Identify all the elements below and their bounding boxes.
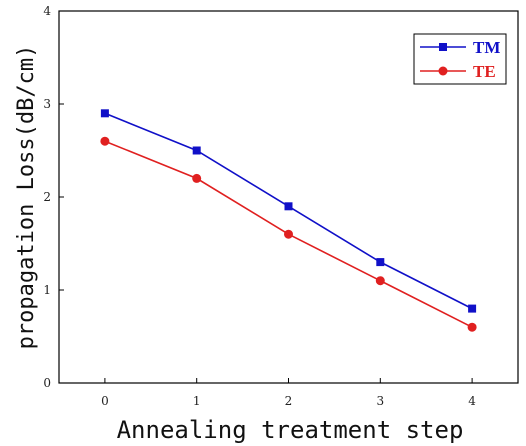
series-line-tm — [104, 112, 473, 310]
y-tick-label: 1 — [43, 283, 51, 297]
legend-marker-tm — [439, 43, 447, 51]
legend-marker-te — [438, 66, 448, 76]
x-tick-label: 2 — [285, 394, 293, 408]
y-axis-title: propagation Loss(dB/cm) — [14, 45, 39, 350]
legend-label-te: TE — [473, 62, 496, 81]
data-point-te — [192, 173, 202, 183]
x-axis-title: Annealing treatment step — [117, 416, 464, 444]
data-point-tm — [468, 304, 477, 313]
x-axis-ticks: 0 1 2 3 4 — [101, 378, 476, 408]
data-point-te — [100, 136, 110, 146]
y-tick-label: 0 — [43, 376, 51, 390]
x-tick-label: 3 — [376, 394, 384, 408]
data-point-te — [284, 229, 293, 239]
x-tick-label: 0 — [101, 394, 109, 408]
data-point-tm — [100, 109, 109, 118]
y-tick-label: 2 — [43, 190, 51, 204]
data-point-te — [375, 276, 385, 286]
legend: TM TE — [413, 33, 507, 85]
data-point-tm — [192, 146, 201, 155]
x-tick-label: 1 — [193, 394, 201, 408]
series-layer — [100, 109, 477, 332]
data-point-te — [467, 322, 477, 332]
legend-box — [413, 33, 507, 85]
x-tick-label: 4 — [468, 394, 476, 408]
data-point-tm — [376, 258, 385, 267]
data-point-tm — [284, 202, 293, 211]
legend-label-tm: TM — [473, 38, 500, 57]
y-tick-label: 4 — [43, 4, 51, 18]
y-tick-label: 3 — [43, 97, 51, 111]
y-axis-ticks: 0 1 2 3 4 — [43, 4, 64, 390]
